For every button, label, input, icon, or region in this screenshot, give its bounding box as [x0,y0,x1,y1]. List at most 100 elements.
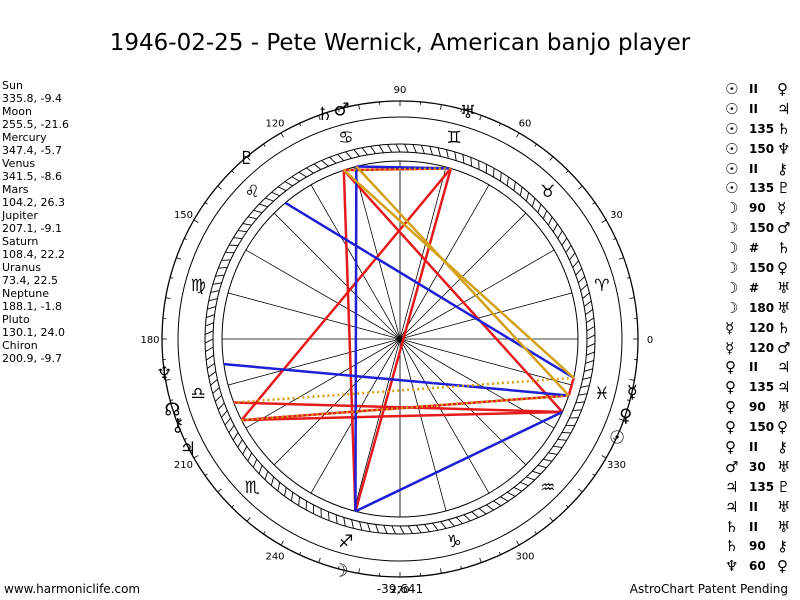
aspect-kind: 135 [749,479,775,494]
footer-credit: AstroChart Patent Pending [629,582,788,596]
degree-tick [217,185,222,190]
planet-name-moon: Moon [2,105,32,118]
ring-hatch [526,476,535,481]
ring-hatch [313,163,322,170]
aspect-row: ☉ 135 ♄ [725,120,800,140]
aspect-kind: # [749,280,760,295]
degree-label: 210 [174,460,193,471]
planet-name-uranus: Uranus [2,261,41,274]
degree-tick [338,109,340,113]
planet-name-neptune: Neptune [2,287,50,300]
hatch-ring-outer [204,143,596,535]
aspect-row: ☉ 135 ♇ [725,179,800,199]
degree-label: 0 [647,335,653,346]
degree-tick [618,418,624,421]
aspect-planet-1: ☉ [725,99,739,118]
aspect-row: ♀ 150 ♀ [725,418,800,438]
footer-center-value: -39,641 [376,582,424,596]
degree-tick [516,132,520,138]
ring-hatch [578,276,586,284]
degree-tick [578,488,583,493]
degree-tick [612,238,616,241]
degree-tick [440,104,442,110]
aspect-line [567,377,575,396]
planet-values-venus: 341.5, -8.6 [2,170,62,183]
ring-hatch [519,186,523,196]
ring-hatch [327,511,330,521]
ring-hatch [575,401,585,404]
aspect-kind: 60 [749,559,766,574]
ring-hatch [500,172,502,182]
degree-tick [592,202,596,205]
aspect-planet-1: ☽ [725,278,739,297]
aspect-kind: 90 [749,400,766,415]
aspect-planet-2: ♀ [777,80,788,98]
ring-hatch [478,508,487,515]
ring-hatch [584,368,593,372]
ring-hatch [537,464,547,469]
ring-hatch [507,491,516,497]
planet-name-mercury: Mercury [2,131,47,144]
ring-hatch [506,176,509,186]
aspect-kind: 90 [749,539,766,554]
ring-hatch [258,465,263,474]
planet-name-jupiter: Jupiter [2,209,38,222]
aspect-planet-1: ☉ [725,159,739,178]
ring-hatch [586,343,596,348]
degree-tick [299,551,302,555]
ring-hatch [585,309,594,315]
aspect-row: ♀ II ⚷ [725,438,800,458]
ring-hatch [513,181,516,191]
degree-tick [280,540,284,546]
degree-tick [358,104,360,110]
planet-values-saturn: 108.4, 22.2 [2,248,65,261]
planet-values-sun: 335.8, -9.4 [2,92,62,105]
ring-hatch [525,192,530,202]
degree-tick [549,156,554,161]
aspect-planet-1: ♄ [725,517,739,536]
aspect-planet-1: ♀ [725,438,736,457]
aspect-kind: II [749,440,758,455]
ring-hatch [532,470,541,475]
ring-hatch [586,326,595,332]
aspect-planet-2: ♂ [777,338,791,357]
aspect-kind: 150 [749,420,775,435]
aspect-row: ☽ 150 ♀ [725,259,800,279]
ring-hatch [375,524,380,533]
aspect-planet-1: ♀ [725,358,736,377]
ring-hatch [448,519,455,527]
ring-hatch [298,496,300,506]
ring-hatch [440,521,447,529]
degree-tick [338,565,340,569]
ring-hatch [548,452,558,455]
ring-hatch [353,149,360,157]
aspect-row: ♄ 90 ⚷ [725,537,800,557]
aspect-row: ☽ 150 ♂ [725,219,800,239]
ring-hatch [351,519,354,529]
aspect-planet-1: ☉ [725,179,739,198]
ring-hatch [212,387,220,394]
ring-hatch [321,160,329,167]
aspect-planet-1: ☽ [725,239,739,258]
degree-label: 240 [265,552,284,563]
aspect-line [354,166,358,512]
ring-hatch [578,393,588,396]
ring-hatch [463,514,471,522]
aspect-line [223,362,569,397]
ring-hatch [204,338,214,344]
planet-values-moon: 255.5, -21.6 [2,118,69,131]
zodiac-sign-glyph: ♏ [245,478,260,498]
degree-label: 330 [607,460,626,471]
degree-tick [170,277,174,279]
aspect-planet-1: ☽ [725,259,739,278]
aspect-planet-1: ☉ [725,119,739,138]
planet-position-list: Sun 335.8, -9.4 Moon 255.5, -21.6 Mercury 347… [2,79,94,365]
aspect-planet-2: ♀ [777,418,788,437]
planet-glyph-mercury: ☿ [627,382,638,403]
ring-hatch [513,486,523,492]
aspect-kind: 150 [749,221,775,236]
planet-values-jupiter: 207.1, -9.1 [2,222,62,235]
aspect-row: ♆ 60 ♀ [725,557,800,577]
ring-hatch [367,523,371,532]
ring-hatch [437,147,441,157]
